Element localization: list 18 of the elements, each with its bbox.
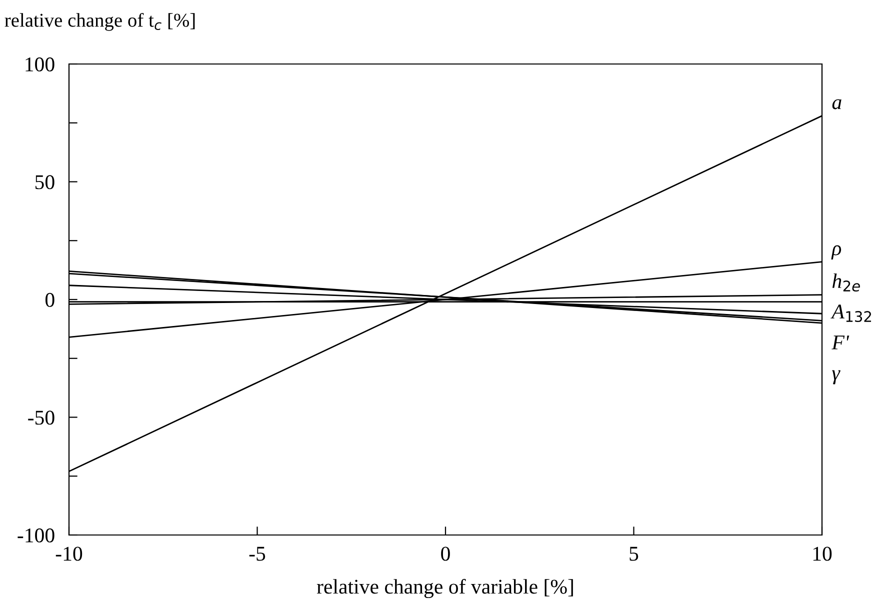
y-tick-label: -100 (18, 528, 54, 542)
y-tick-label: 0 (45, 292, 54, 307)
x-tick-label: 0 (441, 546, 450, 561)
text: γ (832, 370, 840, 384)
series-label: h$_{2e}$ (832, 273, 860, 292)
x-tick-label: -5 (249, 546, 266, 561)
y-tick-label: 100 (26, 57, 54, 72)
y-tick-label: 50 (35, 175, 54, 190)
x-tick-label: 5 (630, 546, 638, 561)
series-label: F' (832, 336, 850, 350)
series-label: A$_{132}$ (830, 304, 872, 322)
y-tick-label: -50 (28, 410, 54, 425)
y-axis-title: relative change of t$_{c}$ [%] (4, 12, 195, 31)
series-label: a (832, 99, 842, 110)
x-tick-label: -10 (56, 546, 82, 561)
series-label: ρ (831, 245, 842, 260)
x-axis-title: relative change of variable [%] (316, 578, 573, 598)
x-tick-label: 10 (813, 546, 832, 561)
